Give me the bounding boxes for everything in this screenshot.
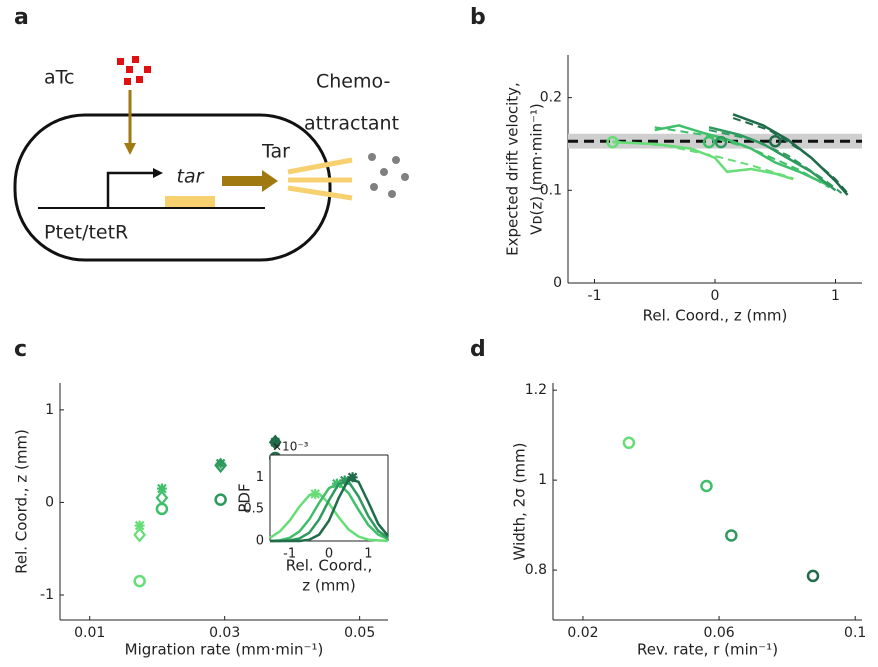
gene-box xyxy=(165,196,215,207)
panel-letter: b xyxy=(470,5,486,30)
x-tick-label: 0.01 xyxy=(74,625,105,641)
line xyxy=(269,482,389,543)
point xyxy=(155,490,169,506)
point xyxy=(339,475,350,486)
point xyxy=(331,478,342,489)
panel-letter: d xyxy=(470,337,486,362)
attractant-molecules xyxy=(368,153,409,198)
attractant-label: attractant xyxy=(304,113,399,135)
arrowhead xyxy=(124,143,136,155)
x-tick-label: 1 xyxy=(831,288,840,304)
fit-line xyxy=(708,129,843,194)
x-tick-label: 0.05 xyxy=(344,625,375,641)
fit-line xyxy=(732,117,849,194)
inducer-label: aTc xyxy=(44,67,74,89)
point xyxy=(702,135,716,149)
point xyxy=(347,472,358,483)
inducer-molecules xyxy=(117,56,151,85)
line xyxy=(612,140,794,181)
expression-arrow xyxy=(222,170,278,192)
y-axis-label: Rel. Coord., z (mm) xyxy=(13,429,31,574)
point xyxy=(768,134,782,148)
arrowhead xyxy=(153,168,163,178)
point xyxy=(806,569,820,583)
x-axis-label: z (mm) xyxy=(302,577,356,595)
y-tick-label: 0 xyxy=(45,494,54,510)
panel-letter: c xyxy=(14,337,27,362)
x-tick-label: 0.03 xyxy=(209,625,240,641)
point xyxy=(133,574,146,588)
receptor-label: Tar xyxy=(261,141,290,163)
y-axis-label: PDF xyxy=(236,483,254,512)
x-tick-label: 0.02 xyxy=(567,625,598,641)
point xyxy=(310,488,321,499)
y-tick-label: -1 xyxy=(40,587,54,603)
line xyxy=(269,492,389,543)
point xyxy=(270,437,281,448)
x-tick-label: -1 xyxy=(283,547,296,562)
point xyxy=(622,436,636,450)
y-tick-label: 1 xyxy=(256,470,264,485)
point xyxy=(134,520,145,531)
y-tick-label: 0 xyxy=(553,275,562,291)
x-axis-label: Rel. Coord., xyxy=(286,557,372,575)
receptors xyxy=(287,157,353,201)
y-axis-label: Width, 2σ (mm) xyxy=(511,443,529,561)
point xyxy=(155,502,169,516)
line xyxy=(732,113,849,196)
line xyxy=(654,124,830,187)
x-tick-label: 1 xyxy=(364,547,372,562)
point xyxy=(700,479,713,493)
point xyxy=(725,529,738,542)
y-tick-label: 0 xyxy=(256,534,264,549)
x-axis-label: Rel. Coord., z (mm) xyxy=(643,307,788,325)
y-tick-label: 0.5 xyxy=(243,502,264,517)
attractant-label: Chemo- xyxy=(316,71,390,93)
x-axis-label: Rev. rate, r (min⁻¹) xyxy=(637,641,778,659)
y-axis-label: Vᴅ(z) (mm·min⁻¹) xyxy=(528,103,546,235)
gene-label: tar xyxy=(177,166,205,188)
y-tick-label: 1 xyxy=(45,402,54,418)
y-axis-label: Expected drift velocity, xyxy=(504,82,522,256)
y-tick-label: 0.2 xyxy=(540,90,562,106)
panel-letter: a xyxy=(14,5,29,30)
point xyxy=(133,527,147,543)
diagram: aTc tar Ptet/tetR Tar Chemo- attractant xyxy=(13,56,409,262)
y-tick-label: 0.1 xyxy=(540,182,562,198)
cell xyxy=(13,113,332,262)
x-tick-label: 0.06 xyxy=(703,625,734,641)
point xyxy=(214,457,228,474)
point xyxy=(215,458,226,469)
y-tick-label: 0.8 xyxy=(525,562,547,578)
y-tick-label: 1.2 xyxy=(525,382,547,398)
y-exponent: ×10⁻³ xyxy=(272,440,309,454)
point xyxy=(714,135,728,149)
point xyxy=(606,135,619,149)
line xyxy=(270,477,389,543)
y-tick-label: 1 xyxy=(538,472,547,488)
x-tick-label: 0 xyxy=(711,288,720,304)
point xyxy=(214,493,227,506)
x-tick-label: 0.1 xyxy=(844,625,866,641)
x-axis-label: Migration rate (mm·min⁻¹) xyxy=(125,641,324,659)
point xyxy=(268,434,282,450)
promoter-arrow xyxy=(106,171,155,208)
x-tick-label: -1 xyxy=(588,288,602,304)
fit-line xyxy=(654,126,830,189)
x-tick-label: 0 xyxy=(325,547,333,562)
promoter-label: Ptet/tetR xyxy=(44,222,128,244)
point xyxy=(156,483,167,494)
